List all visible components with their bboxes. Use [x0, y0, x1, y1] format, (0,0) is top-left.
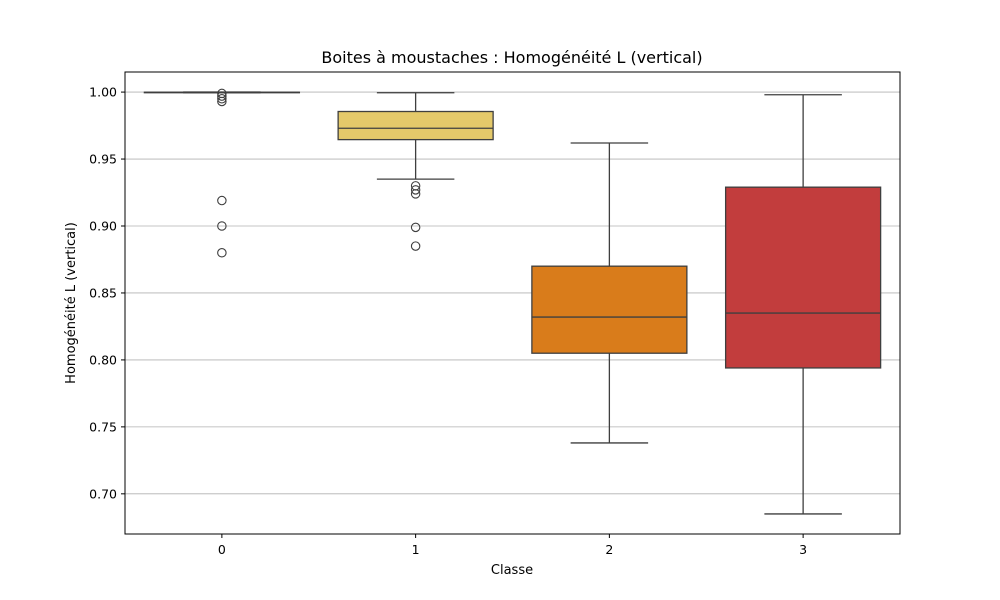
x-tick-label: 2: [605, 542, 613, 557]
box-group-classe-2: [531, 142, 688, 444]
box: [724, 186, 882, 369]
outlier-point: [217, 248, 227, 258]
outlier-point: [410, 222, 421, 233]
x-tick-label: 1: [412, 542, 420, 557]
box-group-classe-3: [724, 94, 882, 515]
y-axis-title: Homogénéité L (vertical): [64, 222, 79, 384]
box-group-classe-0: [143, 88, 301, 258]
y-tick-label: 0.80: [89, 352, 117, 367]
x-axis: 0 1 2 3: [218, 534, 807, 557]
y-tick-label: 0.75: [89, 419, 117, 434]
y-tick-label: 1.00: [89, 85, 117, 100]
outlier-point: [217, 91, 227, 101]
box-group-classe-1: [337, 92, 494, 251]
x-tick-label: 0: [218, 542, 226, 557]
box: [337, 110, 494, 141]
outlier-point: [217, 94, 227, 104]
boxes: [143, 88, 882, 515]
outlier-point: [410, 241, 421, 251]
y-tick-label: 0.85: [89, 285, 117, 300]
y-tick-label: 0.95: [89, 152, 117, 167]
outlier-point: [217, 96, 227, 107]
y-tick-label: 0.70: [89, 486, 117, 501]
y-tick-label: 0.90: [89, 219, 117, 234]
outlier-point: [410, 189, 421, 199]
outlier-point: [217, 195, 227, 206]
x-tick-label: 3: [799, 542, 807, 557]
outlier-point: [410, 185, 421, 195]
plot-area-frame: [124, 71, 901, 535]
chart-title: Boites à moustaches : Homogénéité L (ver…: [321, 48, 702, 67]
y-axis: 0.70 0.75 0.80 0.85 0.90 0.95 1.00: [89, 85, 125, 501]
outlier-point: [217, 221, 227, 231]
box: [531, 265, 688, 354]
x-axis-title: Classe: [491, 563, 533, 578]
